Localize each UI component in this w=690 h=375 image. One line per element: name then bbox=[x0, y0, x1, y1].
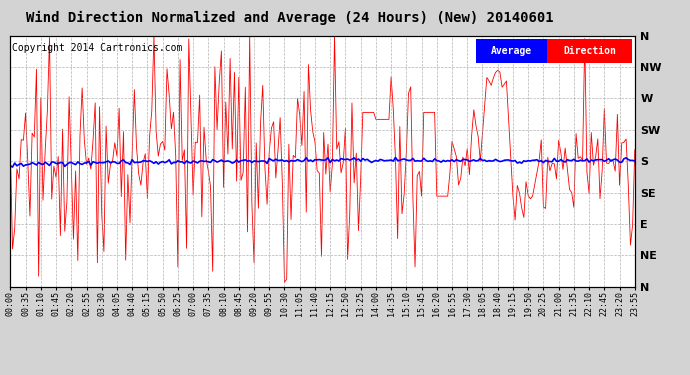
Text: Direction: Direction bbox=[563, 46, 616, 57]
Text: Average: Average bbox=[491, 46, 532, 57]
Bar bbox=[547, 39, 631, 63]
Text: Copyright 2014 Cartronics.com: Copyright 2014 Cartronics.com bbox=[12, 43, 182, 53]
Bar bbox=[475, 39, 547, 63]
Text: Wind Direction Normalized and Average (24 Hours) (New) 20140601: Wind Direction Normalized and Average (2… bbox=[26, 10, 553, 25]
